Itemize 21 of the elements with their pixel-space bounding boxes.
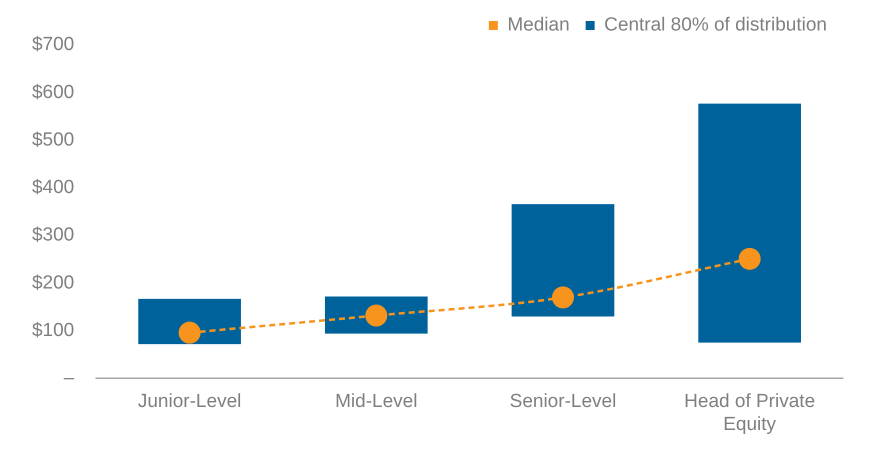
x-tick-label: Mid-Level [335, 391, 418, 412]
bar [698, 104, 801, 343]
x-tick-label: Head of Private Equity [684, 391, 816, 435]
y-tick-label: $300 [32, 224, 74, 246]
y-tick-label: $700 [32, 34, 74, 56]
bar [512, 204, 614, 316]
y-tick-label: – [64, 368, 75, 389]
y-tick-label: $100 [32, 320, 74, 342]
y-tick-label: $600 [32, 82, 74, 103]
y-tick-label: $200 [32, 272, 74, 294]
legend-label: Central 80% of distribution [604, 14, 827, 36]
point [738, 248, 761, 270]
bar [138, 298, 241, 344]
point [178, 322, 201, 344]
point [552, 286, 574, 308]
legend-label: Median [507, 14, 570, 36]
y-tick-label: $500 [32, 129, 74, 150]
point [365, 304, 388, 327]
x-tick-label: Junior-Level [138, 391, 242, 412]
x-tick-label: Senior-Level [510, 391, 616, 412]
y-tick-label: $400 [32, 177, 74, 198]
